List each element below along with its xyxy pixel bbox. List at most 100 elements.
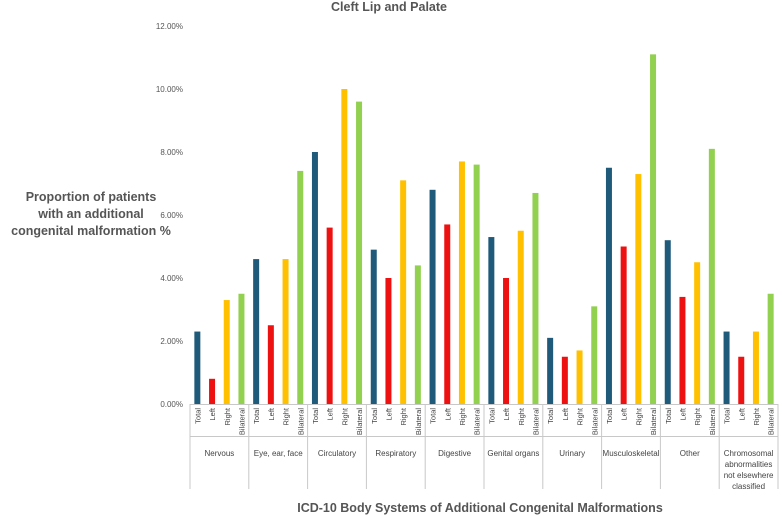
y-tick-label: 2.00% xyxy=(160,337,183,346)
bar-total xyxy=(370,249,377,404)
subcategory-label: Total xyxy=(546,408,555,424)
bar-right xyxy=(517,230,524,404)
y-tick-label: 6.00% xyxy=(160,211,183,220)
bar-right xyxy=(752,331,759,404)
subcategory-label: Bilateral xyxy=(296,408,305,435)
subcategory-label: Right xyxy=(517,407,526,425)
subcategory-label: Bilateral xyxy=(531,408,540,435)
x-axis-label: ICD-10 Body Systems of Additional Congen… xyxy=(297,501,663,515)
plot-area: 0.00% 2.00% 4.00% 6.00% 8.00% 10.00% 12.00% Tot… xyxy=(156,22,779,491)
subcategory-label: Bilateral xyxy=(708,408,717,435)
subcategory-label: Left xyxy=(267,407,276,420)
subcategory-label: Total xyxy=(487,408,496,424)
category-label: abnormalities xyxy=(725,460,773,469)
subcategory-label: Right xyxy=(340,407,349,425)
category-label: Digestive xyxy=(438,449,471,458)
category-label: Musculoskeletal xyxy=(603,449,660,458)
bar-right xyxy=(400,180,407,404)
category-label: Genital organs xyxy=(487,449,539,458)
subcategory-label: Total xyxy=(252,408,261,424)
bar-total xyxy=(253,259,260,404)
bar-right xyxy=(576,350,583,404)
category-label: Other xyxy=(680,449,700,458)
bar-bilateral xyxy=(532,192,539,404)
subcategory-label: Total xyxy=(723,408,732,424)
bar-left xyxy=(561,356,568,404)
y-axis-label: Proportion of patients with an additional… xyxy=(11,190,171,238)
subcategory-label: Right xyxy=(576,407,585,425)
bar-left xyxy=(503,278,510,404)
subcategory-label: Bilateral xyxy=(649,408,658,435)
bar-right xyxy=(458,161,465,404)
bar-total xyxy=(429,189,436,404)
bar-right xyxy=(223,300,230,404)
category-label: not elsewhere xyxy=(724,471,774,480)
y-tick-label: 4.00% xyxy=(160,274,183,283)
bar-total xyxy=(311,152,318,404)
subcategory-label: Right xyxy=(458,407,467,425)
bar-bilateral xyxy=(767,293,774,404)
subcategory-label: Bilateral xyxy=(473,408,482,435)
subcategory-label: Right xyxy=(752,407,761,425)
subcategory-label: Right xyxy=(399,407,408,425)
subcategory-label: Bilateral xyxy=(767,408,776,435)
subcategory-label: Bilateral xyxy=(414,408,423,435)
subcategory-label: Left xyxy=(208,407,217,420)
bar-bilateral xyxy=(591,306,598,404)
category-label: Eye, ear, face xyxy=(254,449,303,458)
bar-left xyxy=(738,356,745,404)
bar-total xyxy=(547,337,554,404)
subcategory-label: Left xyxy=(620,407,629,420)
subcategory-label: Left xyxy=(326,407,335,420)
subcategory-label: Total xyxy=(605,408,614,424)
bar-left xyxy=(444,224,451,404)
bar-bilateral xyxy=(650,54,657,404)
bar-total xyxy=(723,331,730,404)
subcategory-label: Total xyxy=(429,408,438,424)
bar-bilateral xyxy=(356,101,363,404)
subcategory-label: Total xyxy=(664,408,673,424)
y-tick-label: 10.00% xyxy=(156,85,183,94)
bar-total xyxy=(194,331,201,404)
bar-bilateral xyxy=(238,293,245,404)
subcategory-label: Left xyxy=(678,407,687,420)
subcategory-label: Left xyxy=(561,407,570,420)
subcategory-label: Bilateral xyxy=(237,408,246,435)
subcategory-label: Bilateral xyxy=(355,408,364,435)
subcategory-label: Right xyxy=(223,407,232,425)
category-label: Urinary xyxy=(559,449,585,458)
category-label: Respiratory xyxy=(375,449,416,458)
subcategory-label: Left xyxy=(443,407,452,420)
bar-left xyxy=(209,378,216,404)
bar-left xyxy=(326,227,333,404)
subcategory-label: Bilateral xyxy=(590,408,599,435)
subcategory-label: Total xyxy=(311,408,320,424)
bar-right xyxy=(694,262,701,404)
y-axis-label-line: Proportion of patients xyxy=(26,190,157,204)
bar-left xyxy=(620,246,627,404)
bar-bilateral xyxy=(297,170,304,404)
bar-left xyxy=(385,278,392,404)
bar-left xyxy=(679,296,686,404)
subcategory-label: Right xyxy=(282,407,291,425)
y-tick-label: 12.00% xyxy=(156,22,183,31)
y-tick-label: 8.00% xyxy=(160,148,183,157)
bar-total xyxy=(605,167,612,404)
bar-total xyxy=(488,237,495,404)
subcategory-label: Left xyxy=(384,407,393,420)
bar-bilateral xyxy=(414,265,421,404)
category-label: classified xyxy=(732,482,765,491)
subcategory-label: Left xyxy=(502,407,511,420)
subcategory-label: Right xyxy=(634,407,643,425)
y-axis-label-line: congenital malformation % xyxy=(11,224,171,238)
bar-bilateral xyxy=(473,164,480,404)
subcategory-label: Right xyxy=(693,407,702,425)
bar-right xyxy=(341,89,348,404)
bar-left xyxy=(267,325,274,404)
subcategory-label: Total xyxy=(370,408,379,424)
bar-bilateral xyxy=(708,148,715,404)
subcategory-label: Total xyxy=(193,408,202,424)
y-axis-label-line: with an additional xyxy=(37,207,144,221)
category-label: Chromosomal xyxy=(724,449,774,458)
